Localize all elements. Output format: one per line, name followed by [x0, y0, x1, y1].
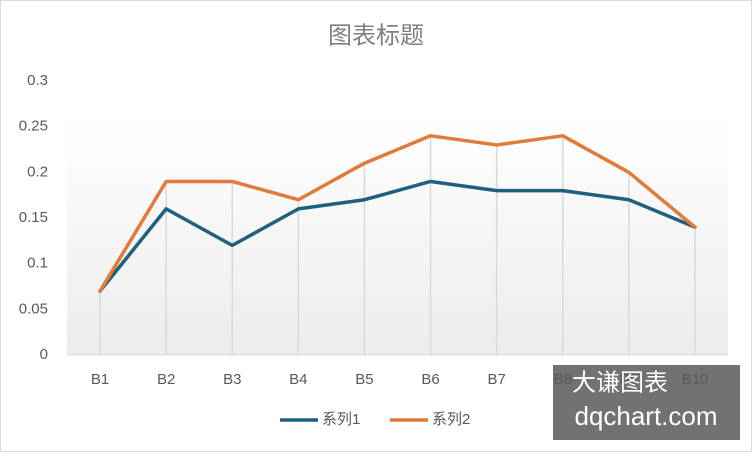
y-tick-label: 0 — [40, 346, 48, 363]
watermark-box — [553, 365, 740, 440]
x-tick-label: B6 — [421, 371, 439, 388]
chart-title: 图表标题 — [328, 22, 424, 49]
x-tick-label: B3 — [223, 371, 241, 388]
y-tick-label: 0.2 — [27, 163, 48, 180]
y-tick-label: 0.05 — [19, 300, 48, 317]
x-tick-label: B7 — [487, 371, 505, 388]
legend-label: 系列1 — [322, 411, 360, 428]
y-tick-label: 0.15 — [19, 209, 48, 226]
series-line — [98, 179, 697, 293]
y-tick-label: 0.3 — [27, 72, 48, 89]
x-tick-label: B2 — [157, 371, 175, 388]
plot-background — [67, 118, 728, 355]
y-tick-label: 0.1 — [27, 255, 48, 272]
x-tick-label: B1 — [91, 371, 109, 388]
x-tick-label: B4 — [289, 371, 307, 388]
y-tick-label: 0.25 — [19, 118, 48, 135]
series-line — [98, 134, 697, 293]
legend-label: 系列2 — [432, 411, 470, 428]
watermark-text: 大谦图表 — [572, 369, 668, 396]
watermark-url: dqchart.com — [574, 401, 717, 431]
x-tick-label: B5 — [355, 371, 373, 388]
